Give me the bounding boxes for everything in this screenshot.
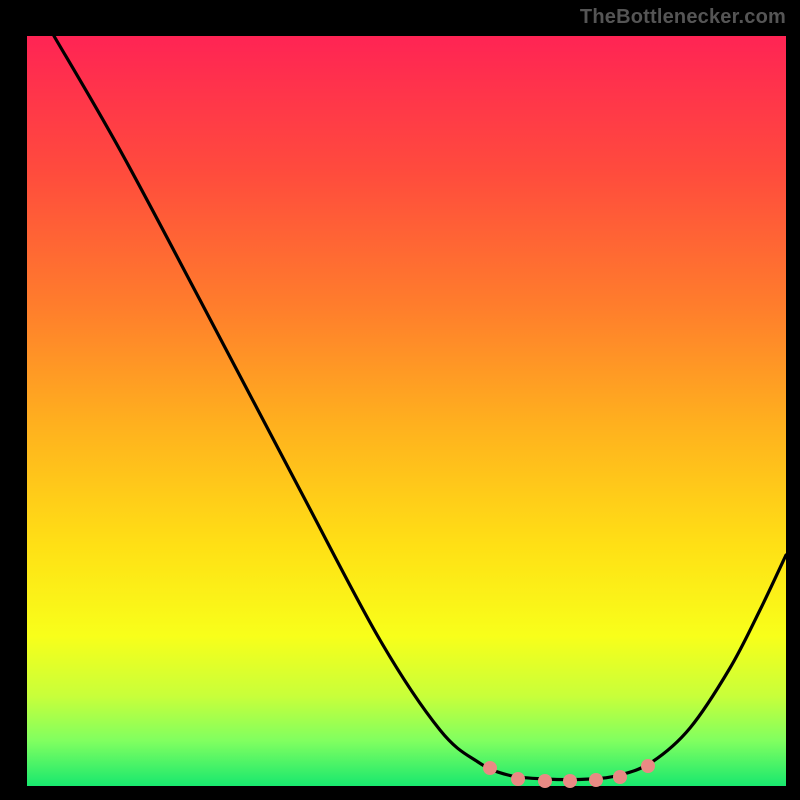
optimal-marker xyxy=(641,759,655,773)
optimal-marker xyxy=(589,773,603,787)
optimal-marker xyxy=(538,774,552,788)
attribution-text: TheBottlenecker.com xyxy=(580,6,786,29)
plot-frame xyxy=(27,36,786,786)
optimal-marker xyxy=(613,770,627,784)
chart-container: TheBottlenecker.com xyxy=(0,0,800,800)
optimal-marker xyxy=(563,774,577,788)
gradient-background xyxy=(27,36,786,786)
optimal-marker xyxy=(483,761,497,775)
optimal-marker xyxy=(511,772,525,786)
